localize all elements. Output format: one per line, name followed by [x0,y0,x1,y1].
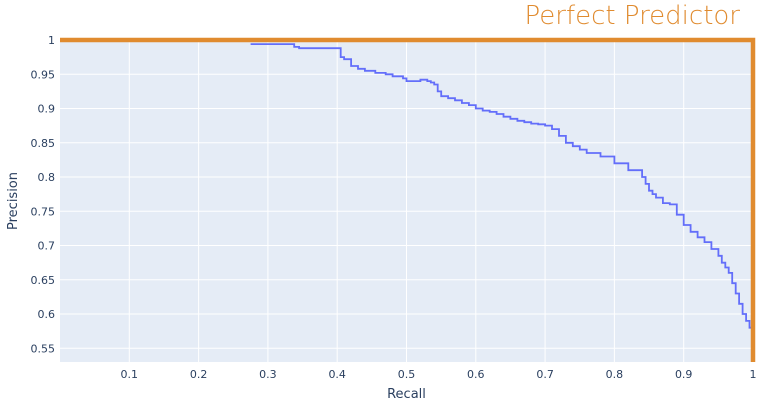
y-tick-label: 0.8 [38,171,56,184]
x-tick-label: 0.1 [121,368,139,381]
x-tick-label: 0.7 [536,368,554,381]
x-axis-title: Recall [387,387,426,402]
x-tick-label: 1 [750,368,757,381]
y-tick-label: 0.55 [31,342,56,355]
perfect-predictor-line [60,37,756,362]
y-tick-label: 0.85 [31,137,56,150]
y-tick-label: 0.75 [31,205,56,218]
x-tick-label: 0.2 [190,368,208,381]
y-tick-label: 0.65 [31,274,56,287]
y-tick-label: 0.9 [38,103,56,116]
x-tick-label: 0.9 [675,368,693,381]
x-tick-label: 0.4 [328,368,346,381]
y-tick-label: 0.95 [31,68,56,81]
x-tick-label: 0.3 [259,368,277,381]
y-axis-title: Precision [6,172,21,230]
y-tick-label: 0.6 [38,308,56,321]
series-layer [60,37,756,362]
x-tick-label: 0.8 [606,368,624,381]
precision-recall-curve [250,43,754,334]
perfect-predictor-annotation: Perfect Predictor [525,1,741,31]
x-tick-label: 0.6 [467,368,485,381]
x-tick-label: 0.5 [398,368,416,381]
x-tick-labels: 0.1 0.2 0.3 0.4 0.5 0.6 0.7 0.8 0.9 1 [121,368,757,381]
y-tick-labels: 0.55 0.6 0.65 0.7 0.75 0.8 0.85 0.9 0.95 1 [31,34,56,355]
y-tick-label: 1 [48,34,55,47]
y-tick-label: 0.7 [38,240,56,253]
